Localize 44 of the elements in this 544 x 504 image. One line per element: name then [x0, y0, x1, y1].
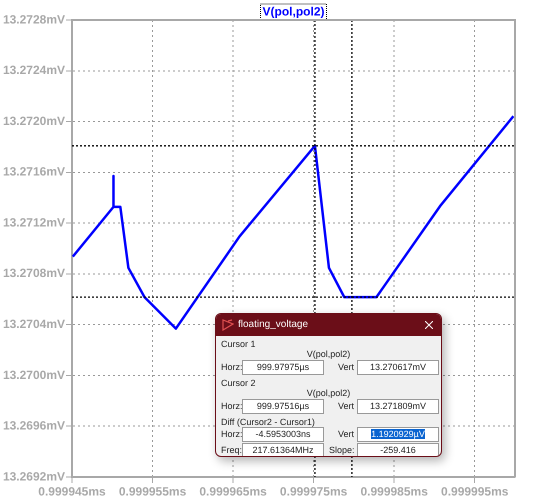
annotation: V(pol,pol2) — [306, 388, 352, 398]
x-tick-label: 0.999955ms — [118, 484, 187, 499]
annotation: V(pol,pol2) — [306, 349, 352, 359]
annotation: floating_voltage — [238, 319, 308, 330]
y-tick-label: 13.2724mV — [2, 63, 65, 78]
annotation: 13.270617mV — [370, 362, 426, 372]
text-field: 999.97516µs — [242, 399, 324, 414]
text-field: -259.416 — [357, 443, 439, 456]
y-tick-label: 13.2692mV — [2, 469, 65, 484]
annotation: Horz: — [221, 401, 243, 411]
text-field: 13.270617mV — [357, 360, 439, 375]
annotation: 1.1920929µV — [371, 429, 425, 439]
y-tick-label: 13.2712mV — [2, 215, 65, 230]
chart-title: V(pol,pol2) — [262, 4, 324, 18]
annotation: Vert — [338, 362, 354, 372]
y-tick-label: 13.2704mV — [2, 316, 65, 331]
text-field: 217.61364MHz — [242, 443, 324, 456]
y-tick-label: 13.2720mV — [2, 114, 65, 128]
y-tick-label: 13.2716mV — [2, 164, 65, 179]
x-tick-label: 0.999995ms — [441, 484, 509, 499]
x-tick-label: 0.999975ms — [280, 484, 348, 499]
x-tick-label: 0.999945ms — [38, 484, 106, 499]
annotation: Vert — [338, 401, 354, 411]
annotation: Slope: — [329, 445, 355, 455]
y-tick-label: 13.2700mV — [2, 368, 65, 382]
x-tick-label: 0.999965ms — [199, 484, 268, 499]
annotation: Cursor 1 — [221, 339, 256, 349]
text-field: -4.5953003ns — [242, 427, 324, 442]
annotation: Diff (Cursor2 - Cursor1) — [221, 417, 315, 427]
y-tick-label: 13.2728mV — [2, 12, 65, 26]
y-tick-label: 13.2696mV — [2, 418, 65, 433]
text-field: 999.97975µs — [242, 360, 324, 375]
y-tick-label: 13.2708mV — [2, 266, 65, 280]
annotation: Horz: — [221, 429, 243, 439]
text-field: 1.1920929µV — [357, 427, 439, 442]
annotation: -259.416 — [380, 445, 416, 455]
annotation: 13.271809mV — [370, 401, 426, 411]
annotation: Freq: — [221, 445, 242, 455]
text-field: 13.271809mV — [357, 399, 439, 414]
annotation: Horz: — [221, 362, 243, 372]
annotation: Cursor 2 — [221, 378, 256, 388]
window-header: floating_voltage — [216, 314, 441, 336]
x-tick-label: 0.999985ms — [360, 484, 428, 499]
annotation: Vert — [338, 429, 354, 439]
